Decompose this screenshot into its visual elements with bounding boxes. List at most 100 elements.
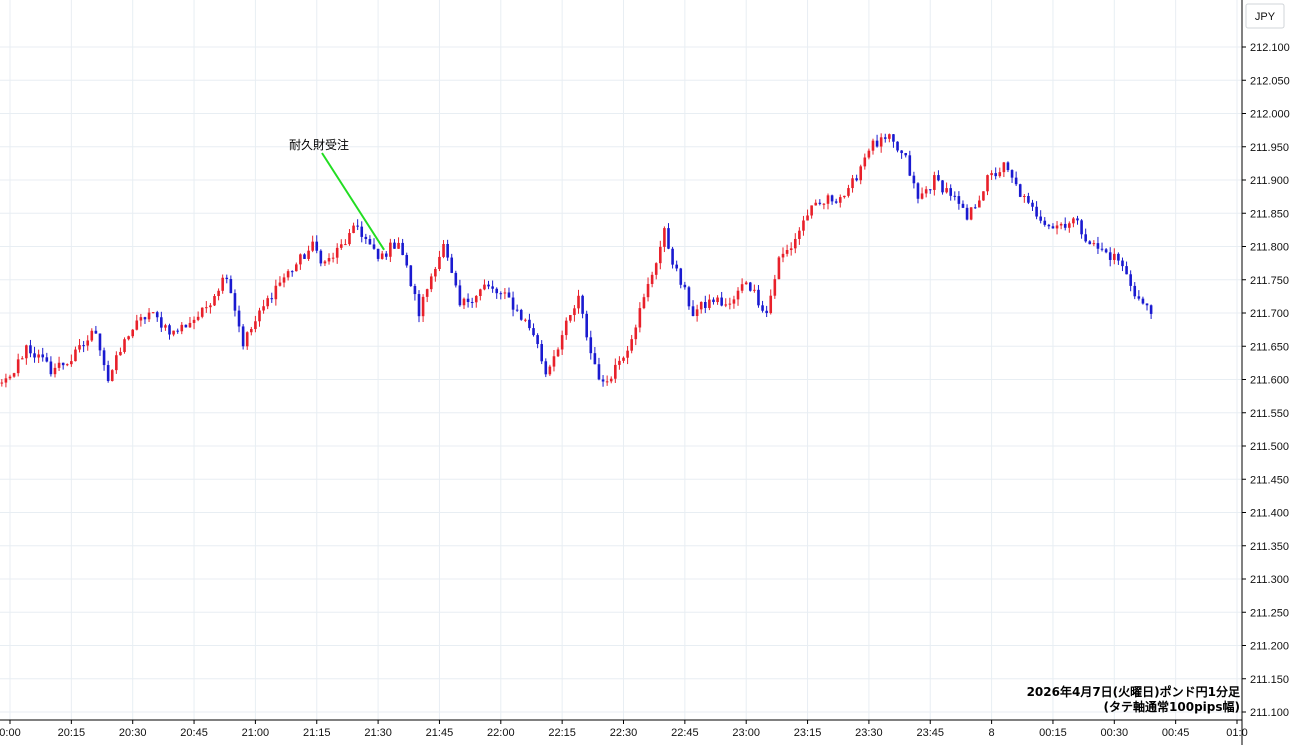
candle-body <box>892 134 895 142</box>
candle <box>339 239 343 250</box>
candle <box>937 170 940 182</box>
candle-body <box>1145 303 1149 306</box>
x-tick-label: 22:15 <box>548 727 576 739</box>
candle <box>299 253 302 270</box>
candle <box>524 318 527 323</box>
candle-body <box>33 353 36 358</box>
candle <box>192 316 196 330</box>
candle-body <box>753 289 756 291</box>
candle <box>920 187 924 200</box>
candle <box>229 275 233 294</box>
candle <box>618 356 621 370</box>
candle-body <box>1121 260 1124 267</box>
y-tick-label: 211.950 <box>1250 142 1289 154</box>
caption-line-1: 2026年4月7日(火曜日)ポンド円1分足 <box>1027 684 1240 699</box>
candle-body <box>871 140 875 151</box>
candle <box>429 273 433 293</box>
candle-body <box>802 220 805 231</box>
candle <box>773 274 777 299</box>
x-tick-label: 23:30 <box>855 727 883 739</box>
candle-body <box>622 357 625 361</box>
y-tick-label: 211.250 <box>1250 607 1289 619</box>
candle <box>1104 247 1108 254</box>
candle <box>883 133 887 143</box>
candle-body <box>168 325 171 335</box>
candle <box>1141 296 1145 305</box>
candle-body <box>450 257 454 273</box>
candle-body <box>569 315 572 321</box>
x-tick-label: 8 <box>989 727 995 739</box>
x-tick-label: 22:00 <box>487 727 515 739</box>
candle <box>49 356 53 377</box>
candle-body <box>205 307 208 309</box>
candle-body <box>659 246 662 264</box>
candle <box>45 352 49 363</box>
candle <box>74 346 77 362</box>
candle-body <box>278 282 282 286</box>
candle <box>622 356 625 364</box>
candle <box>605 375 609 386</box>
candle-body <box>663 228 666 247</box>
candle-body <box>160 317 163 328</box>
candle-body <box>135 320 139 330</box>
candle-body <box>933 175 936 190</box>
candle-body <box>1084 234 1087 242</box>
candle <box>4 373 8 388</box>
candle <box>417 290 421 323</box>
candle-body <box>916 183 920 199</box>
candle-body <box>503 292 507 294</box>
candle <box>307 245 310 261</box>
candle <box>409 264 413 287</box>
candle <box>949 184 952 201</box>
candle-body <box>1133 285 1137 297</box>
candle-body <box>348 233 351 245</box>
y-tick-label: 211.600 <box>1250 375 1289 387</box>
candle <box>1129 270 1132 292</box>
candle <box>789 242 793 256</box>
currency-label: JPY <box>1255 11 1276 23</box>
candle <box>965 204 969 221</box>
candle <box>875 134 879 148</box>
candle-body <box>49 361 53 375</box>
candle-body <box>986 175 989 192</box>
candle <box>626 346 629 365</box>
candle <box>577 289 580 314</box>
candle-body <box>720 297 723 306</box>
candle-body <box>155 312 159 318</box>
candle <box>200 307 204 319</box>
candle <box>654 262 658 280</box>
candle-body <box>757 289 760 306</box>
candle <box>115 351 118 374</box>
candle-body <box>642 297 646 309</box>
candle-body <box>1006 162 1010 171</box>
candle <box>442 240 445 259</box>
candle-body <box>65 364 69 366</box>
candle-body <box>474 295 478 303</box>
candle <box>196 311 200 322</box>
candle-body <box>1039 216 1042 221</box>
candle-body <box>691 306 695 316</box>
candle-body <box>131 329 134 337</box>
candle-body <box>564 320 568 336</box>
candle <box>462 297 466 310</box>
candle <box>384 251 388 260</box>
candle-body <box>90 330 94 341</box>
candle <box>802 215 805 236</box>
candle <box>994 167 997 180</box>
candle-body <box>491 286 494 289</box>
candle-body <box>20 358 24 360</box>
candle <box>57 356 61 371</box>
candle-body <box>573 308 576 316</box>
candle <box>98 333 102 356</box>
candle-body <box>740 284 744 291</box>
candle <box>450 253 454 274</box>
candle-body <box>855 178 858 181</box>
candle <box>560 330 564 355</box>
candle <box>638 302 642 333</box>
candle <box>282 273 286 288</box>
candle <box>748 281 752 292</box>
candle <box>61 362 65 370</box>
candle <box>143 316 147 324</box>
candle <box>1027 192 1030 205</box>
candle <box>769 289 773 315</box>
